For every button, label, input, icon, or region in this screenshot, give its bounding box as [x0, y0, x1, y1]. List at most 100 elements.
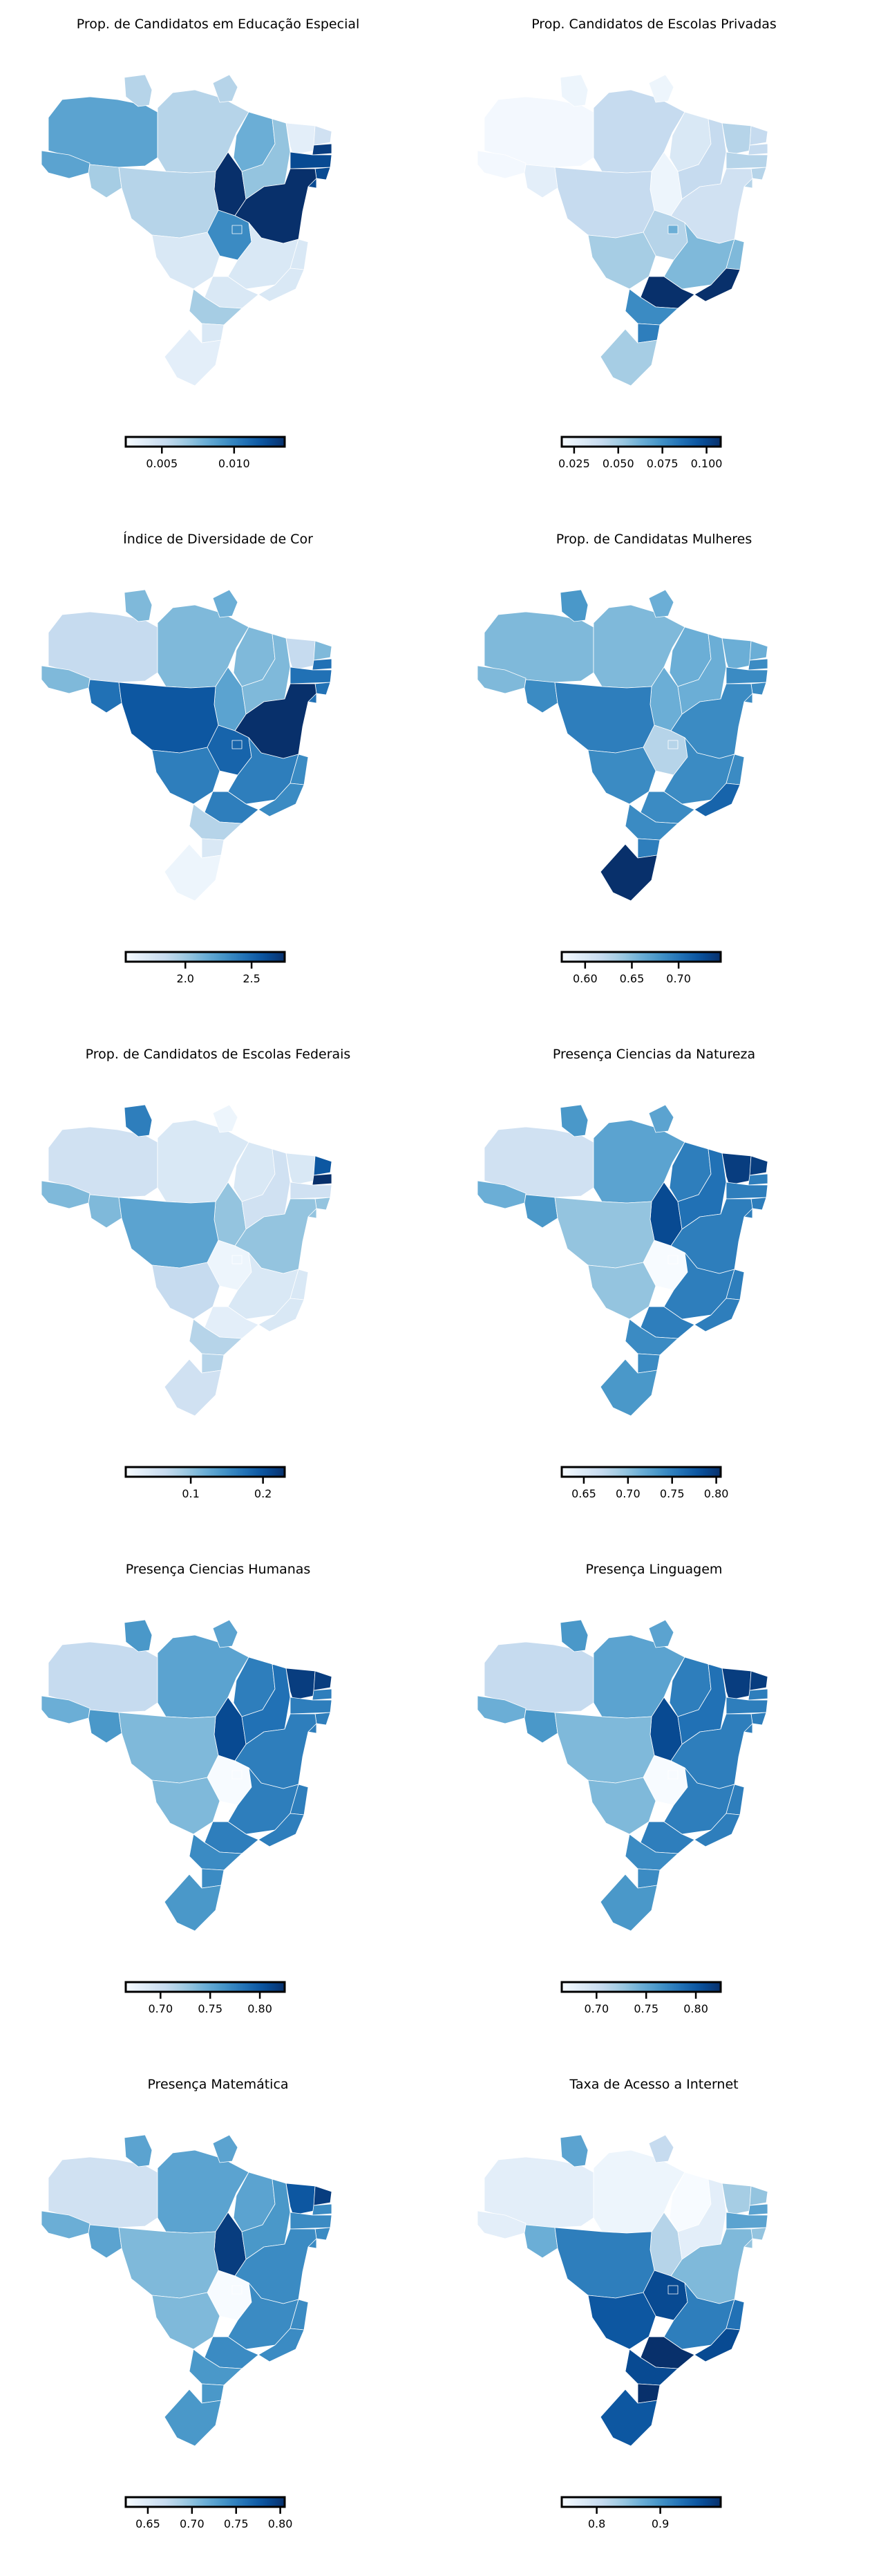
- state-pr: [625, 803, 679, 841]
- choropleth-map: [41, 1619, 332, 1932]
- state-ce: [285, 122, 316, 156]
- state-pb: [312, 658, 332, 671]
- colorbar: 0.70 0.75 0.80: [560, 1981, 722, 2015]
- colorbar-tick-label: 0.65: [571, 1487, 596, 1500]
- state-ce: [285, 1668, 316, 1701]
- state-rr: [124, 1619, 153, 1652]
- state-rs: [164, 2389, 222, 2447]
- state-ac: [41, 150, 91, 179]
- choropleth-map: [41, 74, 332, 386]
- state-rj: [258, 268, 305, 302]
- state-ac: [477, 1695, 527, 1724]
- state-rn: [313, 1670, 332, 1691]
- state-pe: [290, 2212, 332, 2230]
- colorbar-tick-label: 0.65: [135, 2517, 160, 2530]
- colorbar-tick-label: 0.60: [573, 972, 598, 985]
- state-rr: [124, 74, 153, 107]
- colorbar-gradient: [560, 2496, 722, 2508]
- state-df: [231, 1255, 243, 1264]
- state-pa: [593, 1634, 685, 1719]
- state-ap: [648, 74, 674, 103]
- state-rs: [164, 1874, 222, 1932]
- state-pb: [312, 1688, 332, 1701]
- map-panel-presenca-linguagem: Presença Linguagem 0.70 0.75 0.80: [436, 1545, 872, 2060]
- state-ac: [41, 665, 91, 694]
- state-ap: [212, 2134, 238, 2163]
- state-pr: [189, 1833, 243, 1871]
- colorbar-tick-label: 0.80: [247, 2002, 272, 2015]
- state-ap: [648, 589, 674, 618]
- state-rn: [749, 2185, 768, 2206]
- state-rs: [600, 843, 658, 902]
- colorbar-tick-label: 0.9: [652, 2517, 669, 2530]
- state-pa: [157, 1119, 249, 1204]
- state-rj: [258, 2328, 305, 2362]
- state-rn: [749, 1670, 768, 1691]
- colorbar-tick-label: 0.075: [647, 457, 679, 470]
- choropleth-map: [41, 1104, 332, 1417]
- colorbar-tick-label: 0.75: [198, 2002, 222, 2015]
- colorbar-gradient: [124, 1466, 286, 1478]
- state-df: [667, 740, 679, 749]
- state-rr: [560, 589, 589, 622]
- state-ac: [477, 1180, 527, 1209]
- state-pr: [189, 1318, 243, 1356]
- state-pa: [593, 89, 685, 174]
- state-pb: [748, 143, 768, 156]
- state-pa: [593, 2149, 685, 2234]
- map-panel-prop-de-candidatos-de-escolas-federais: Prop. de Candidatos de Escolas Federais 0…: [0, 1030, 436, 1545]
- state-pe: [726, 1697, 768, 1715]
- state-pb: [748, 2203, 768, 2216]
- state-ap: [212, 74, 238, 103]
- map-title: Presença Ciencias Humanas: [125, 1562, 311, 1577]
- choropleth-map: [477, 1104, 768, 1417]
- colorbar-tick-label: 0.005: [146, 457, 178, 470]
- state-rn: [749, 1155, 768, 1176]
- state-df: [667, 2285, 679, 2295]
- state-rj: [258, 1813, 305, 1847]
- map-title: Prop. Candidatos de Escolas Privadas: [531, 17, 777, 32]
- colorbar-tick-label: 0.70: [666, 972, 691, 985]
- colorbar-tick-label: 0.80: [683, 2002, 708, 2015]
- state-pe: [290, 1697, 332, 1715]
- colorbar: 0.65 0.70 0.75 0.80: [560, 1466, 728, 1500]
- state-pe: [290, 151, 332, 169]
- state-pr: [189, 288, 243, 326]
- state-pr: [625, 1318, 679, 1356]
- state-rj: [694, 1813, 741, 1847]
- colorbar-gradient: [560, 951, 722, 963]
- state-ce: [721, 2183, 752, 2216]
- colorbar-tick-label: 0.70: [180, 2517, 205, 2530]
- state-rj: [694, 268, 741, 302]
- colorbar-tick-label: 0.010: [218, 457, 250, 470]
- colorbar-tick-label: 0.025: [558, 457, 590, 470]
- colorbar-tick-label: 0.050: [603, 457, 634, 470]
- state-pa: [157, 604, 249, 689]
- state-rr: [560, 1104, 589, 1137]
- state-rj: [258, 1298, 305, 1332]
- state-pe: [726, 151, 768, 169]
- state-pe: [726, 1182, 768, 1200]
- state-df: [231, 225, 243, 234]
- state-ce: [721, 122, 752, 156]
- map-title: Taxa de Acesso a Internet: [569, 2077, 739, 2092]
- state-ce: [721, 637, 752, 671]
- state-rs: [600, 1359, 658, 1417]
- colorbar-tick-label: 0.75: [660, 1487, 685, 1500]
- colorbar-tick-label: 0.70: [149, 2002, 173, 2015]
- state-rr: [560, 1619, 589, 1652]
- state-rj: [694, 783, 741, 817]
- choropleth-map: [41, 589, 332, 902]
- colorbar-tick-label: 0.100: [691, 457, 723, 470]
- state-pb: [748, 658, 768, 671]
- map-panel-prop-candidatos-de-escolas-privadas: Prop. Candidatos de Escolas Privadas 0.02…: [436, 0, 872, 515]
- state-pb: [748, 1688, 768, 1701]
- state-rr: [124, 589, 153, 622]
- state-ap: [212, 1619, 238, 1648]
- choropleth-map: [477, 2134, 768, 2447]
- state-ce: [285, 2183, 316, 2216]
- colorbar-gradient: [560, 1981, 722, 1993]
- state-ap: [648, 2134, 674, 2163]
- state-ce: [721, 1668, 752, 1701]
